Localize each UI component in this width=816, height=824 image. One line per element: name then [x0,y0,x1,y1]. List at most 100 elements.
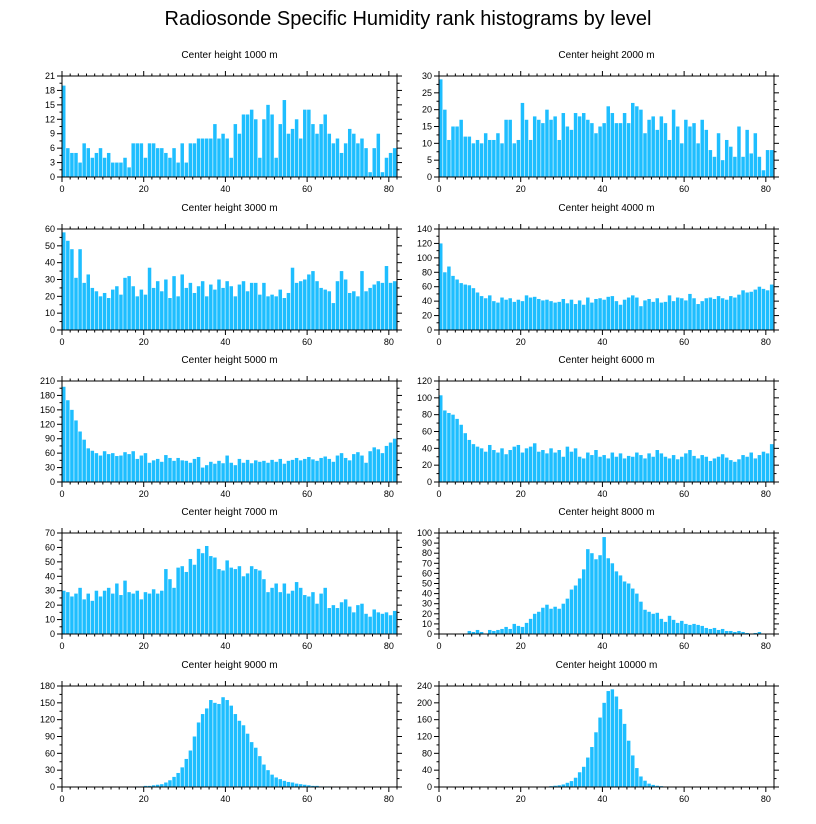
histogram-bar [663,301,668,330]
y-tick-label: 120 [40,419,55,429]
histogram-bar [483,298,488,330]
histogram-bar [176,772,180,787]
histogram-bar [131,143,135,177]
histogram-bar [164,455,168,482]
histogram-bar [347,460,352,482]
histogram-bar [323,587,327,634]
histogram-bar [184,758,189,787]
histogram-bar [671,619,676,634]
histogram-bar [643,458,647,482]
histogram-bar [360,138,364,177]
histogram-bar [720,628,725,634]
panel-title: Center height 9000 m [181,660,277,671]
histogram-bar [667,295,672,330]
histogram-bar [561,456,566,482]
histogram-bar [204,545,209,634]
histogram-bar [245,291,250,330]
histogram-bar [528,618,533,634]
histogram-bar [86,274,90,330]
histogram-bar [684,119,688,177]
y-tick-label: 120 [40,715,55,725]
y-tick-label: 0 [50,629,55,639]
histogram-bar [278,289,283,330]
histogram-bar [343,599,348,634]
y-tick-label: 20 [422,609,432,619]
histogram-bar [553,452,557,482]
histogram-bar [249,742,254,787]
histogram-bar [82,282,86,330]
y-tick-label: 0 [427,325,432,335]
histogram-bar [237,458,242,482]
histogram-bar [769,150,774,177]
histogram-bar [339,453,344,482]
x-tick-label: 20 [516,641,526,651]
histogram-bar [598,126,602,177]
x-tick-label: 80 [761,489,771,499]
histogram-bar [618,304,623,330]
histogram-bar [368,616,372,634]
y-tick-label: 60 [422,282,432,292]
histogram-bar [66,148,70,177]
histogram-bar [237,284,242,330]
histogram-bar [123,157,127,177]
histogram-bar [196,138,201,177]
histogram-bar [577,578,582,634]
histogram-bar [290,782,295,787]
histogram-bar [139,599,144,634]
y-tick-label: 0 [50,325,55,335]
histogram-bar [254,569,258,634]
histogram-bar [639,601,643,634]
histogram-bar [651,301,655,330]
histogram-bar [753,133,758,177]
histogram-bar [319,124,323,177]
y-tick-label: 210 [40,376,55,386]
histogram-bar [270,459,274,482]
histogram-bar [586,549,590,634]
histogram-bar [90,600,95,634]
histogram-bar [512,623,517,634]
histogram-bar [94,453,99,482]
histogram-bar [500,143,504,177]
histogram-bar [249,282,254,330]
histogram-bar [614,571,619,634]
histogram-bar [712,458,717,482]
histogram-bar [135,143,140,177]
histogram-bar [757,286,762,330]
histogram-bar [147,593,152,634]
histogram-bar [380,172,385,177]
histogram-bar [581,569,586,634]
y-tick-label: 6 [50,143,55,153]
histogram-bar [274,461,278,482]
histogram-bar [741,631,745,634]
y-tick-label: 30 [422,71,432,81]
histogram-bar [258,756,262,787]
histogram-bar [315,133,319,177]
histogram-bar [745,632,749,634]
histogram-bar [565,782,570,787]
histogram-bar [123,452,127,482]
histogram-bar [164,782,168,787]
histogram-bar [298,784,303,787]
histogram-bar [290,590,295,634]
histogram-bar [331,303,336,330]
histogram-bar [475,446,480,482]
histogram-bar [311,459,315,482]
x-tick-label: 40 [220,489,230,499]
x-tick-label: 0 [59,184,64,194]
histogram-bar [151,287,156,330]
x-tick-label: 0 [59,641,64,651]
histogram-bar [372,284,376,330]
histogram-bar [331,461,336,482]
histogram-bar [659,453,664,482]
histogram-bar [111,289,115,330]
histogram-bar [712,298,717,330]
histogram-bar [392,148,397,177]
x-tick-label: 40 [597,489,607,499]
histogram-bar [225,455,229,482]
histogram-bar [303,279,307,330]
y-tick-label: 10 [45,615,55,625]
histogram-bar [392,438,397,482]
histogram-bar [106,298,111,330]
histogram-bar [278,124,283,177]
